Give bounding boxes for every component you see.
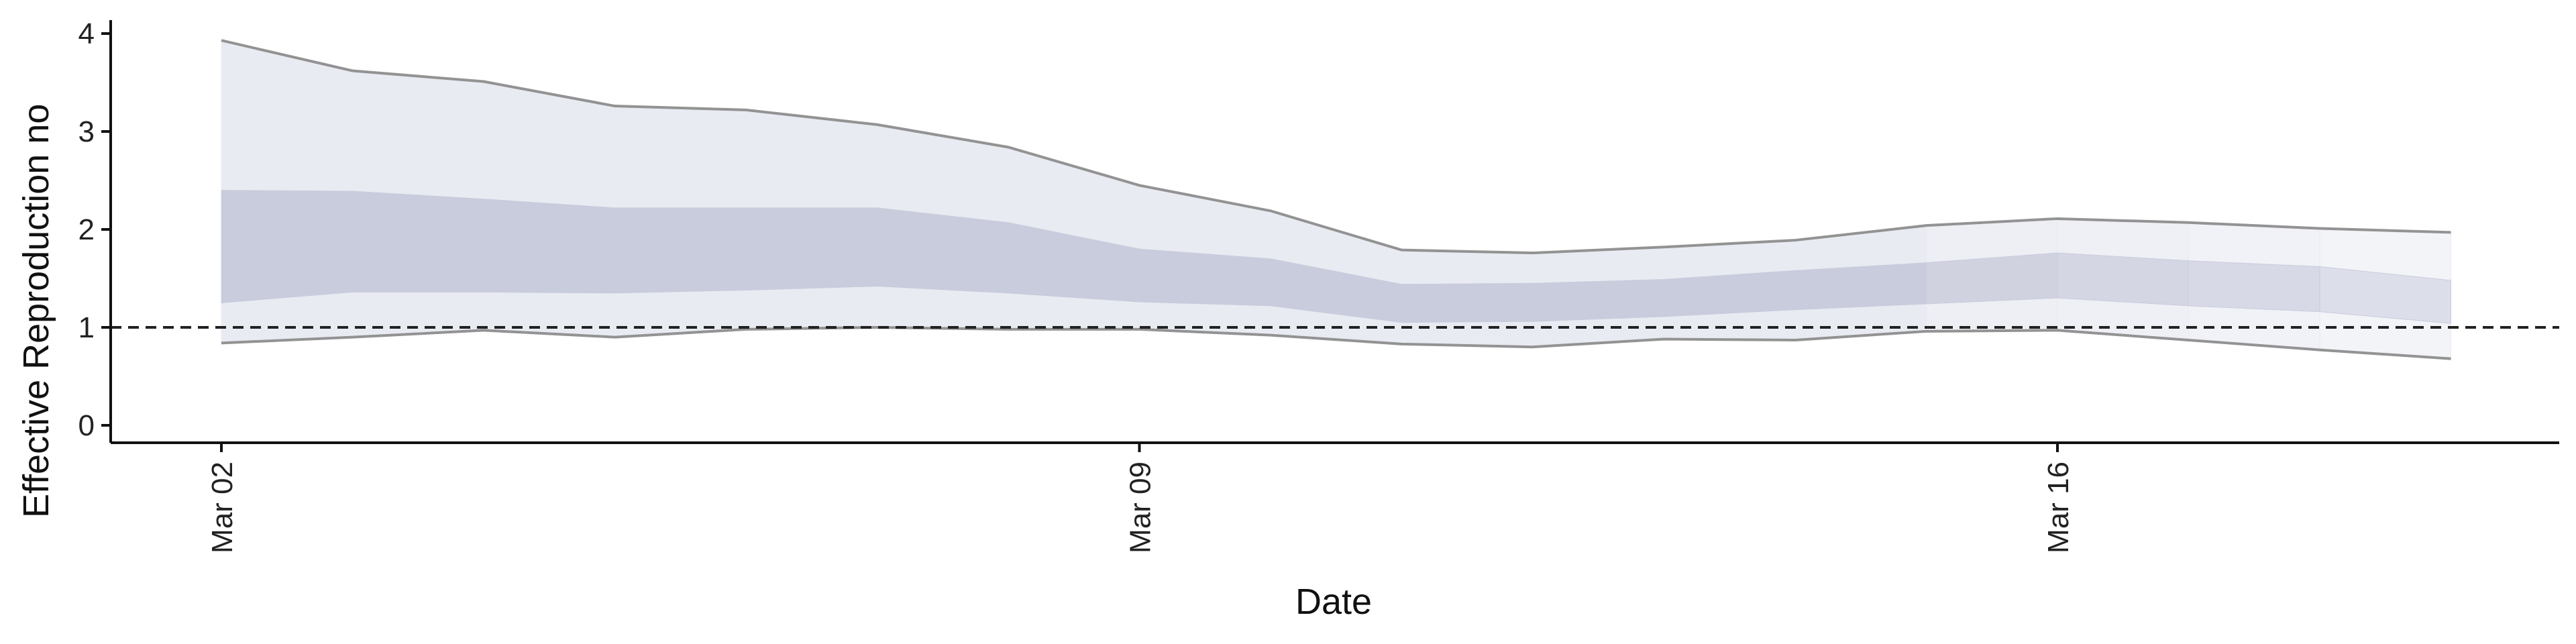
outer-upper-bound-line [221, 39, 2451, 255]
outer-lower-bound-line [221, 325, 2451, 360]
x-ticks: Mar 02 Mar 09 Mar 16 [206, 443, 2075, 553]
credible-bands [221, 40, 2451, 360]
inner-band-segment-mar-02 [221, 190, 353, 304]
x-tick-label-mar-16: Mar 16 [2042, 462, 2075, 553]
x-axis-title: Date [1295, 582, 1372, 622]
axes [109, 20, 2559, 444]
inner-band-segment-mar-18 [2319, 266, 2451, 324]
inner-band-segment-mar-11 [1401, 282, 1534, 323]
inner-band-segment-mar-06 [745, 207, 877, 291]
inner-band-segment-mar-12 [1532, 278, 1664, 322]
inner-band-segment-mar-07 [877, 207, 1009, 294]
y-tick-label-1: 1 [78, 311, 95, 344]
inner-band-segment-mar-04 [483, 199, 615, 294]
y-tick-label-0: 0 [78, 409, 95, 442]
y-ticks: 0 1 2 3 4 [78, 17, 111, 442]
inner-band-segment-mar-14 [1794, 262, 1927, 311]
y-tick-label-4: 4 [78, 17, 95, 50]
inner-band-segment-mar-17 [2188, 260, 2320, 313]
inner-band-segment-mar-09 [1139, 248, 1271, 307]
inner-band-segment-mar-16 [2057, 252, 2189, 307]
inner-band-segment-mar-03 [352, 191, 484, 292]
inner-band-segment-mar-05 [614, 207, 747, 294]
y-tick-label-2: 2 [78, 213, 95, 246]
x-tick-label-mar-02: Mar 02 [206, 462, 239, 553]
band-bound-lines [221, 39, 2451, 360]
x-tick-label-mar-09: Mar 09 [1124, 462, 1157, 553]
y-tick-label-3: 3 [78, 115, 95, 148]
y-axis-title: Effective Reproduction no [16, 104, 56, 518]
